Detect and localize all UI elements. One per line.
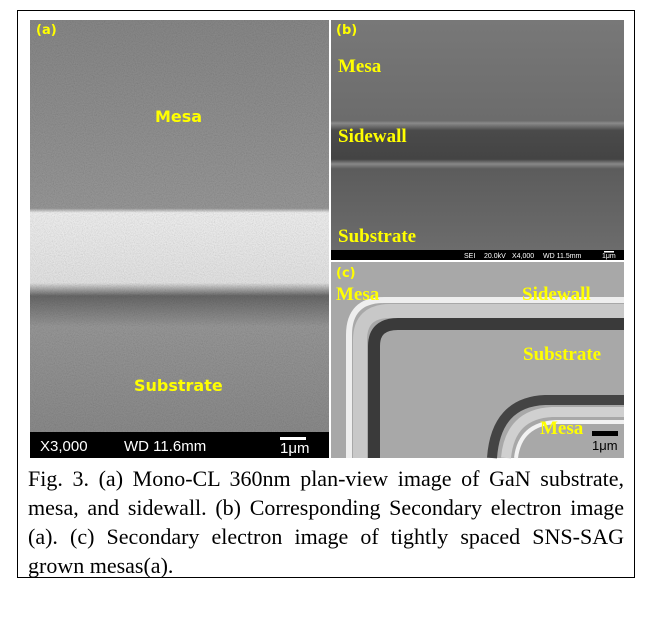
info-text: SEI	[464, 253, 475, 260]
info-text: X4,000	[512, 253, 534, 260]
info-text: 1μm	[280, 440, 309, 457]
annotation: Mesa	[155, 107, 202, 126]
annotation: Substrate	[134, 376, 223, 395]
info-text: X3,000	[40, 438, 88, 455]
annotation: Substrate	[523, 344, 601, 365]
annotation: Sidewall	[338, 126, 407, 147]
info-text: 20.0kV	[484, 253, 506, 260]
annotation: Mesa	[336, 284, 380, 305]
panel-label: (c)	[336, 266, 356, 281]
annotation: Mesa	[338, 56, 382, 77]
info-text: 1μm	[592, 438, 618, 453]
info-text: 1μm	[602, 253, 616, 260]
info-text: WD 11.6mm	[124, 438, 206, 455]
annotation: Sidewall	[522, 284, 591, 305]
scale-bar	[592, 431, 618, 436]
page: (a) Mesa Substrate X3,000 WD 11.6mm 1μm …	[0, 0, 654, 632]
caption: Fig. 3. (a) Mono-CL 360nm plan-view imag…	[28, 464, 624, 580]
annotation: Mesa	[540, 418, 584, 439]
panel-label: (b)	[336, 23, 357, 38]
panel-label: (a)	[36, 23, 57, 38]
annotation: Substrate	[338, 226, 416, 247]
info-text: WD 11.5mm	[543, 253, 582, 260]
